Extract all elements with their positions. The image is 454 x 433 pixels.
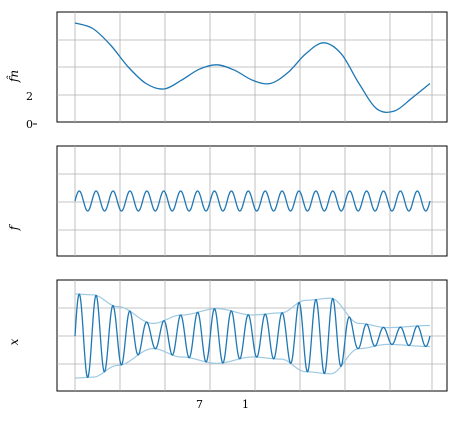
panel-3-xtick-label-0: 7 — [196, 398, 203, 411]
panel-1-grid — [57, 12, 447, 122]
panel-1-ytick-label-0: 2 — [26, 90, 33, 103]
panel-3: x 7 1 — [7, 279, 448, 411]
panel-3-envelope-upper — [75, 293, 430, 329]
panel-3-ylabel: x — [7, 338, 21, 345]
panel-1-series-line — [74, 22, 431, 113]
panel-3-xtick-label-1: 1 — [242, 398, 249, 411]
panel-1-ylabel: f̂n — [5, 70, 21, 83]
panel-3-envelope-lower — [75, 343, 430, 379]
panel-1-ytick-label-1: 0 — [26, 118, 33, 131]
panel-2: f — [7, 145, 448, 257]
panel-3-frame — [56, 279, 448, 392]
panel-2-ylabel: f — [7, 223, 21, 231]
panel-2-grid — [57, 146, 447, 256]
panel-3-series-line — [74, 293, 431, 379]
panel-2-frame — [56, 145, 448, 257]
panel-2-series-line — [74, 190, 431, 212]
panel-1: f̂n 2 0 — [5, 11, 448, 131]
